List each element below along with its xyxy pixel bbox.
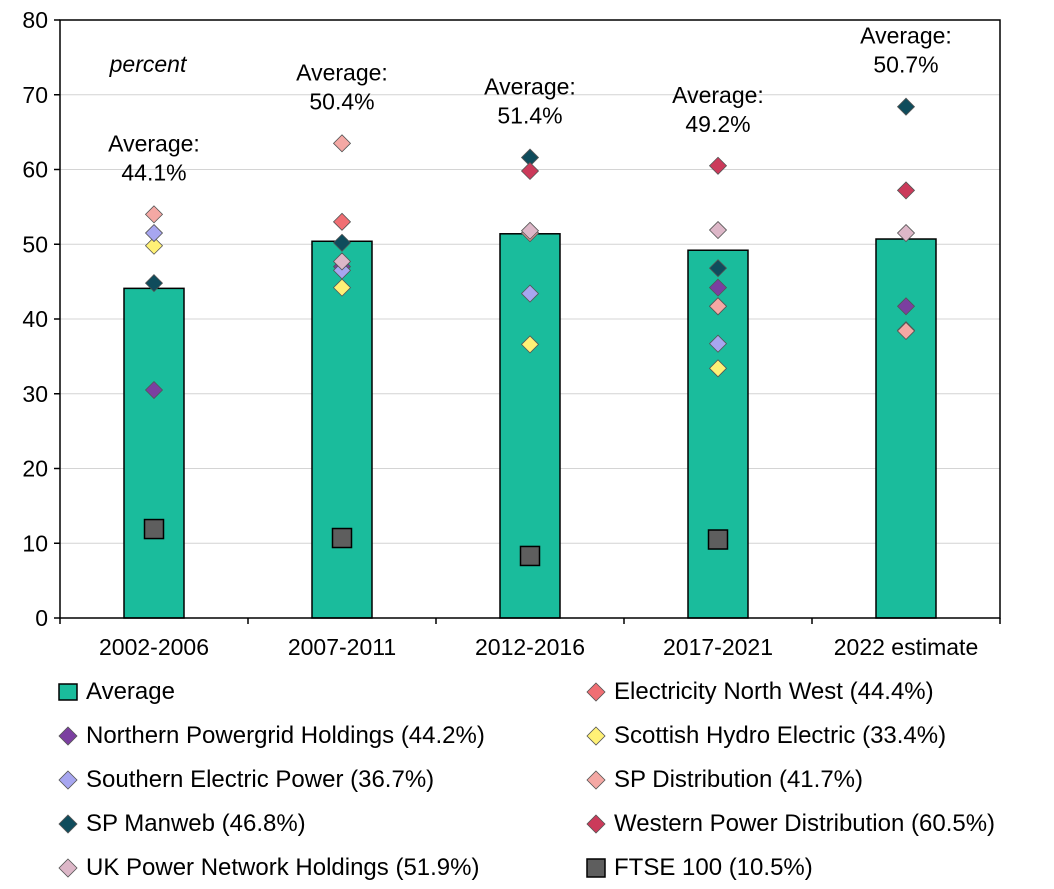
y-tick-label: 20 (22, 456, 48, 482)
series-marker (520, 284, 540, 303)
legend-item: Southern Electric Power (36.7%) (58, 760, 434, 800)
legend-marker (586, 726, 606, 746)
average-label: 50.4% (309, 88, 374, 114)
average-bar (311, 240, 373, 619)
legend-label: SP Distribution (41.7%) (614, 766, 863, 793)
average-label: 49.2% (685, 111, 750, 137)
legend-item: SP Distribution (41.7%) (586, 760, 863, 800)
average-bar (123, 287, 185, 619)
legend-label: UK Power Network Holdings (51.9%) (86, 854, 480, 881)
legend-item: Northern Powergrid Holdings (44.2%) (58, 716, 485, 756)
average-label: Average: (672, 82, 764, 108)
series-marker (896, 223, 916, 243)
legend-marker (58, 770, 78, 790)
ftse-marker (143, 518, 165, 540)
series-marker (708, 259, 728, 278)
legend-marker (586, 682, 606, 702)
series-marker (332, 134, 352, 153)
series-marker (332, 212, 352, 231)
legend-marker (58, 814, 78, 834)
average-label: 51.4% (497, 103, 562, 129)
ftse-marker (707, 529, 729, 550)
series-marker (708, 297, 728, 316)
series-marker (708, 220, 728, 240)
series-marker (896, 321, 916, 341)
series-marker (520, 335, 540, 354)
series-marker (332, 278, 352, 297)
x-tick-label: 2022 estimate (834, 634, 978, 660)
y-tick-label: 80 (22, 7, 48, 33)
legend-item: Average (58, 672, 175, 712)
plot-border (59, 19, 1001, 619)
y-tick-label: 10 (22, 530, 48, 556)
legend-marker (58, 726, 78, 746)
ftse-marker (331, 527, 353, 549)
x-tick-label: 2012-2016 (475, 634, 585, 660)
series-marker (708, 156, 728, 175)
legend-marker (586, 858, 606, 878)
average-label: 50.7% (873, 52, 938, 78)
legend-marker (58, 683, 78, 701)
average-label: Average: (860, 23, 952, 49)
unit-label: percent (109, 51, 188, 77)
series-marker (332, 233, 352, 252)
y-tick-label: 40 (22, 306, 48, 332)
series-marker (144, 380, 164, 400)
legend-marker (58, 858, 78, 878)
legend-marker (586, 770, 606, 790)
series-marker (144, 274, 164, 293)
legend-marker (586, 814, 606, 834)
legend-item: SP Manweb (46.8%) (58, 804, 306, 844)
series-marker (144, 223, 164, 243)
average-bar (875, 238, 937, 619)
y-tick-label: 30 (22, 381, 48, 407)
chart-legend: Average Electricity North West (44.4%) Nor… (58, 672, 1048, 887)
y-tick-label: 0 (35, 605, 48, 631)
series-marker (708, 359, 728, 378)
series-marker (708, 278, 728, 297)
series-marker (144, 236, 164, 255)
legend-item: Scottish Hydro Electric (33.4%) (586, 716, 946, 756)
y-tick-label: 50 (22, 231, 48, 257)
average-label: Average: (484, 74, 576, 100)
series-marker (896, 181, 916, 200)
series-marker (144, 205, 164, 224)
chart-plot: 0 10 20 30 40 50 60 70 80 2002-2006 2007-2011 2012-… (22, 7, 1001, 660)
series-marker (520, 221, 540, 240)
average-label: 44.1% (121, 159, 186, 185)
series-marker (332, 252, 352, 271)
x-tick-label: 2017-2021 (663, 634, 773, 660)
legend-item: Electricity North West (44.4%) (586, 672, 934, 712)
legend-item: FTSE 100 (10.5%) (586, 848, 813, 888)
legend-label: Electricity North West (44.4%) (614, 678, 934, 705)
series-marker (520, 161, 540, 181)
y-tick-label: 70 (22, 82, 48, 108)
legend-item: UK Power Network Holdings (51.9%) (58, 848, 479, 888)
legend-label: Western Power Distribution (60.5%) (614, 810, 996, 837)
average-label: Average: (108, 130, 200, 156)
series-marker (896, 97, 916, 116)
y-tick-label: 60 (22, 157, 48, 183)
ftse-marker (519, 545, 541, 567)
x-tick-label: 2007-2011 (288, 634, 396, 660)
legend-item: Western Power Distribution (60.5%) (586, 804, 995, 844)
series-marker (896, 297, 916, 316)
legend-label: SP Manweb (46.8%) (86, 810, 306, 837)
x-tick-label: 2002-2006 (99, 634, 209, 660)
legend-label: Northern Powergrid Holdings (44.2%) (86, 722, 485, 749)
average-label: Average: (296, 59, 388, 85)
legend-label: Average (86, 678, 175, 705)
legend-label: FTSE 100 (10.5%) (614, 854, 813, 881)
series-marker (708, 334, 728, 353)
legend-label: Southern Electric Power (36.7%) (86, 766, 435, 793)
legend-label: Scottish Hydro Electric (33.4%) (614, 722, 947, 749)
